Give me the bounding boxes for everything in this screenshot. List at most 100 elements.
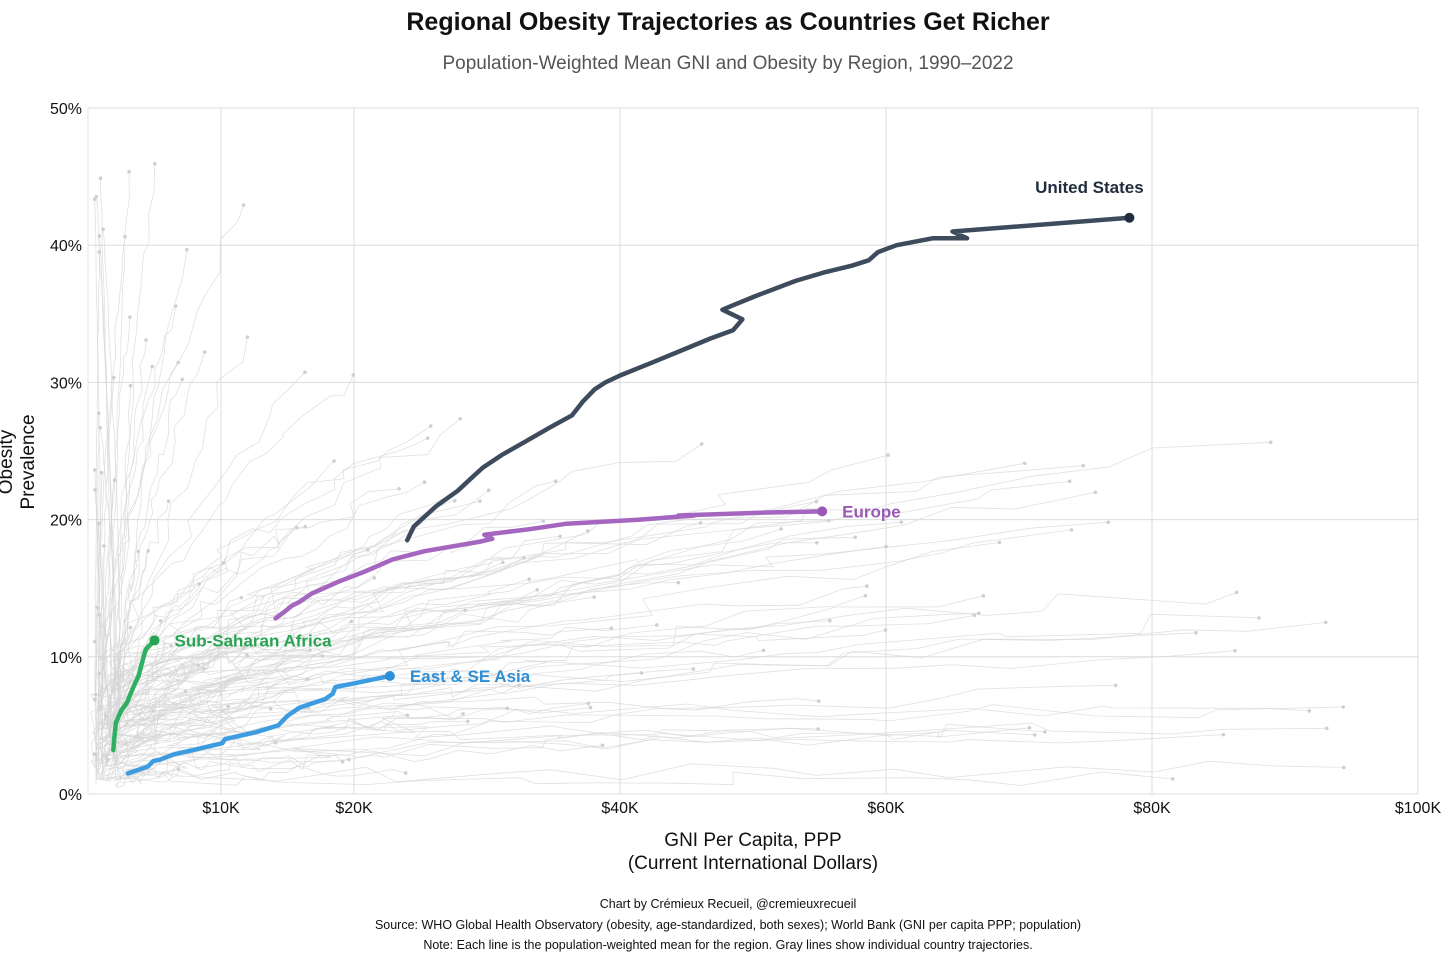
country-trajectory-line: [112, 660, 199, 742]
country-endpoint-dot: [96, 411, 101, 416]
country-endpoint-dot: [1268, 440, 1273, 445]
country-trajectory-line: [99, 235, 115, 699]
country-trajectory-line: [101, 703, 1310, 719]
series-label: Europe: [842, 502, 901, 521]
country-trajectory-line: [113, 339, 147, 745]
country-endpoint-dot: [486, 488, 491, 493]
country-trajectory-line: [107, 622, 1326, 767]
series-endpoint-3: [384, 671, 395, 682]
country-endpoint-dot: [144, 338, 148, 342]
country-trajectory-line: [99, 481, 1070, 695]
country-trajectory-line: [97, 650, 764, 736]
country-endpoint-dot: [97, 671, 101, 676]
series-line-3: [125, 673, 393, 776]
country-endpoint-dot: [349, 619, 354, 624]
country-trajectory-line: [115, 727, 819, 782]
country-trajectory-line: [90, 529, 1072, 730]
x-tick-label: $20K: [335, 800, 373, 817]
country-trajectory-line: [116, 481, 425, 727]
country-endpoint-dot: [815, 540, 819, 545]
country-endpoint-dot: [397, 487, 401, 491]
country-endpoint-dot: [106, 757, 110, 762]
country-endpoint-dot: [588, 705, 593, 710]
y-tick-label: 30%: [50, 375, 82, 392]
series-line-0: [404, 215, 1132, 543]
series-endpoint-2: [149, 635, 160, 646]
country-trajectory-line: [116, 595, 866, 774]
country-endpoint-dot: [1325, 726, 1329, 731]
country-trajectory-line: [112, 163, 156, 761]
country-trajectory-line: [96, 488, 400, 679]
x-tick-label: $80K: [1133, 800, 1171, 817]
country-endpoint-dot: [245, 653, 249, 657]
country-trajectory-line: [95, 413, 100, 785]
country-trajectory-line: [115, 609, 466, 759]
country-endpoint-dot: [173, 304, 178, 308]
country-endpoint-dot: [128, 383, 133, 388]
x-tick-label: $60K: [867, 800, 905, 817]
country-trajectory-line: [101, 437, 428, 697]
country-endpoint-dot: [241, 203, 246, 207]
country-trajectory-line: [117, 668, 694, 770]
country-trajectory-line: [101, 709, 107, 733]
chart-subtitle: Population-Weighted Mean GNI and Obesity…: [442, 53, 1014, 74]
country-trajectory-line: [107, 653, 323, 755]
country-endpoint-dot: [1234, 590, 1239, 595]
country-endpoint-dot: [422, 480, 427, 485]
country-trajectory-line: [104, 526, 306, 732]
country-endpoint-dot: [305, 677, 310, 682]
country-endpoint-dot: [97, 234, 102, 238]
country-endpoint-dot: [99, 470, 104, 475]
footer-credit: Chart by Crémieux Recueil, @cremieuxrecu…: [599, 897, 857, 911]
series-line-2: [111, 638, 157, 753]
country-endpoint-dot: [403, 771, 408, 775]
y-tick-label: 20%: [50, 513, 82, 530]
country-endpoint-dot: [428, 424, 433, 428]
country-endpoint-dot: [127, 169, 131, 174]
country-endpoint-dot: [425, 436, 430, 440]
country-endpoint-dot: [1081, 463, 1085, 468]
country-trajectory-line: [107, 723, 1046, 741]
country-endpoint-dot: [463, 608, 467, 613]
country-endpoint-dot: [241, 645, 246, 650]
country-endpoint-dot: [433, 673, 438, 678]
country-trajectory-line: [94, 252, 100, 692]
country-endpoint-dot: [239, 595, 244, 600]
country-endpoint-dot: [92, 468, 97, 472]
country-endpoint-dot: [826, 518, 831, 523]
country-endpoint-dot: [146, 549, 150, 553]
country-trajectory-line: [101, 205, 244, 706]
country-endpoint-dot: [151, 709, 155, 713]
country-endpoint-dot: [816, 699, 821, 703]
country-trajectory-line: [98, 727, 1030, 760]
country-trajectory-line: [119, 530, 588, 775]
country-endpoint-dot: [1341, 705, 1345, 709]
country-endpoint-dot: [691, 667, 696, 671]
country-endpoint-dot: [202, 350, 207, 354]
country-endpoint-dot: [853, 535, 858, 540]
country-endpoint-dot: [478, 499, 482, 503]
country-trajectory-line: [99, 371, 306, 770]
footer-note: Note: Each line is the population-weight…: [423, 938, 1033, 952]
country-trajectory-line: [116, 379, 183, 711]
country-trajectory-line: [102, 734, 1224, 765]
country-endpoint-dot: [886, 453, 890, 457]
country-trajectory-line: [100, 557, 525, 778]
country-endpoint-dot: [245, 335, 250, 339]
country-endpoint-dot: [865, 584, 869, 588]
country-endpoint-dot: [1043, 730, 1047, 734]
country-trajectory-line: [101, 765, 406, 783]
x-tick-label: $10K: [202, 800, 240, 817]
country-endpoint-dot: [461, 712, 465, 716]
country-endpoint-dot: [553, 479, 558, 483]
country-trajectory-line: [117, 675, 308, 723]
country-endpoint-dot: [981, 594, 986, 598]
country-trajectory-line: [105, 501, 817, 724]
series-label: East & SE Asia: [410, 667, 531, 686]
country-endpoint-dot: [676, 580, 681, 585]
country-endpoint-dot: [128, 315, 132, 320]
country-endpoint-dot: [303, 370, 307, 375]
country-endpoint-dot: [93, 488, 97, 492]
country-endpoint-dot: [303, 524, 308, 529]
